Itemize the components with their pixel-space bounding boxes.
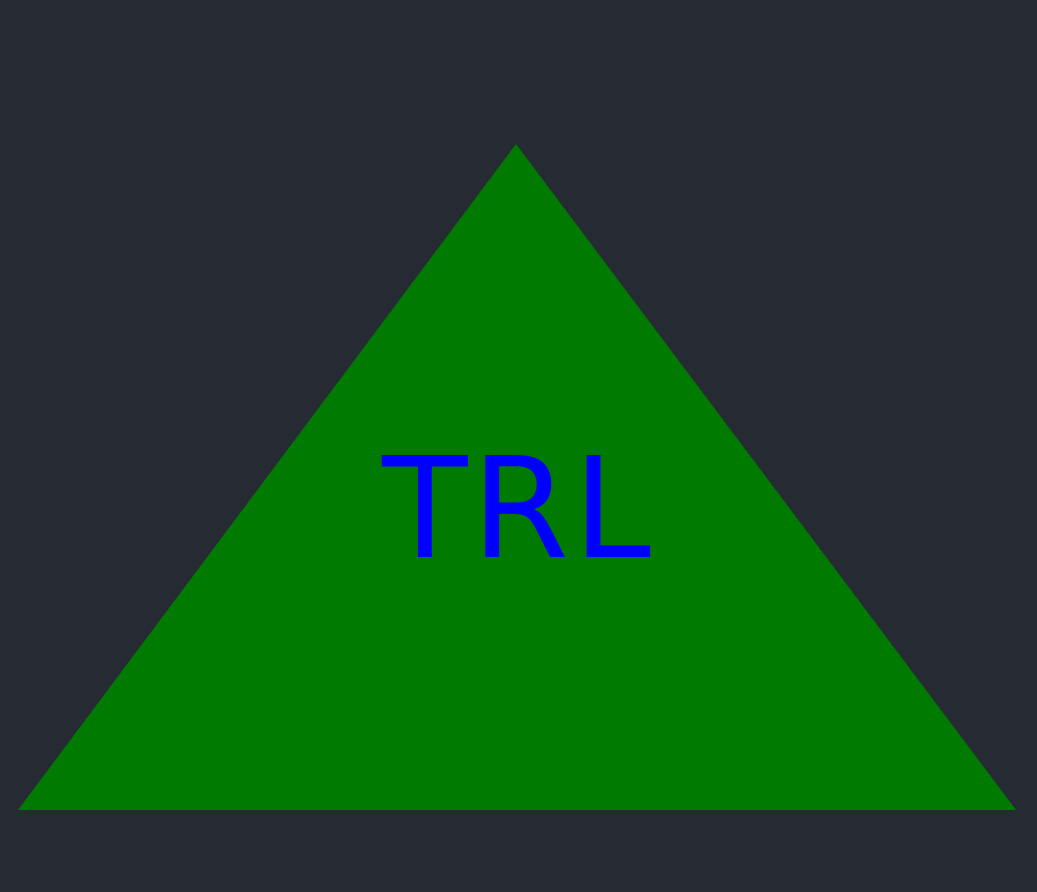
triangle-label: TRL (382, 428, 655, 591)
triangle-fill (18, 144, 1016, 810)
